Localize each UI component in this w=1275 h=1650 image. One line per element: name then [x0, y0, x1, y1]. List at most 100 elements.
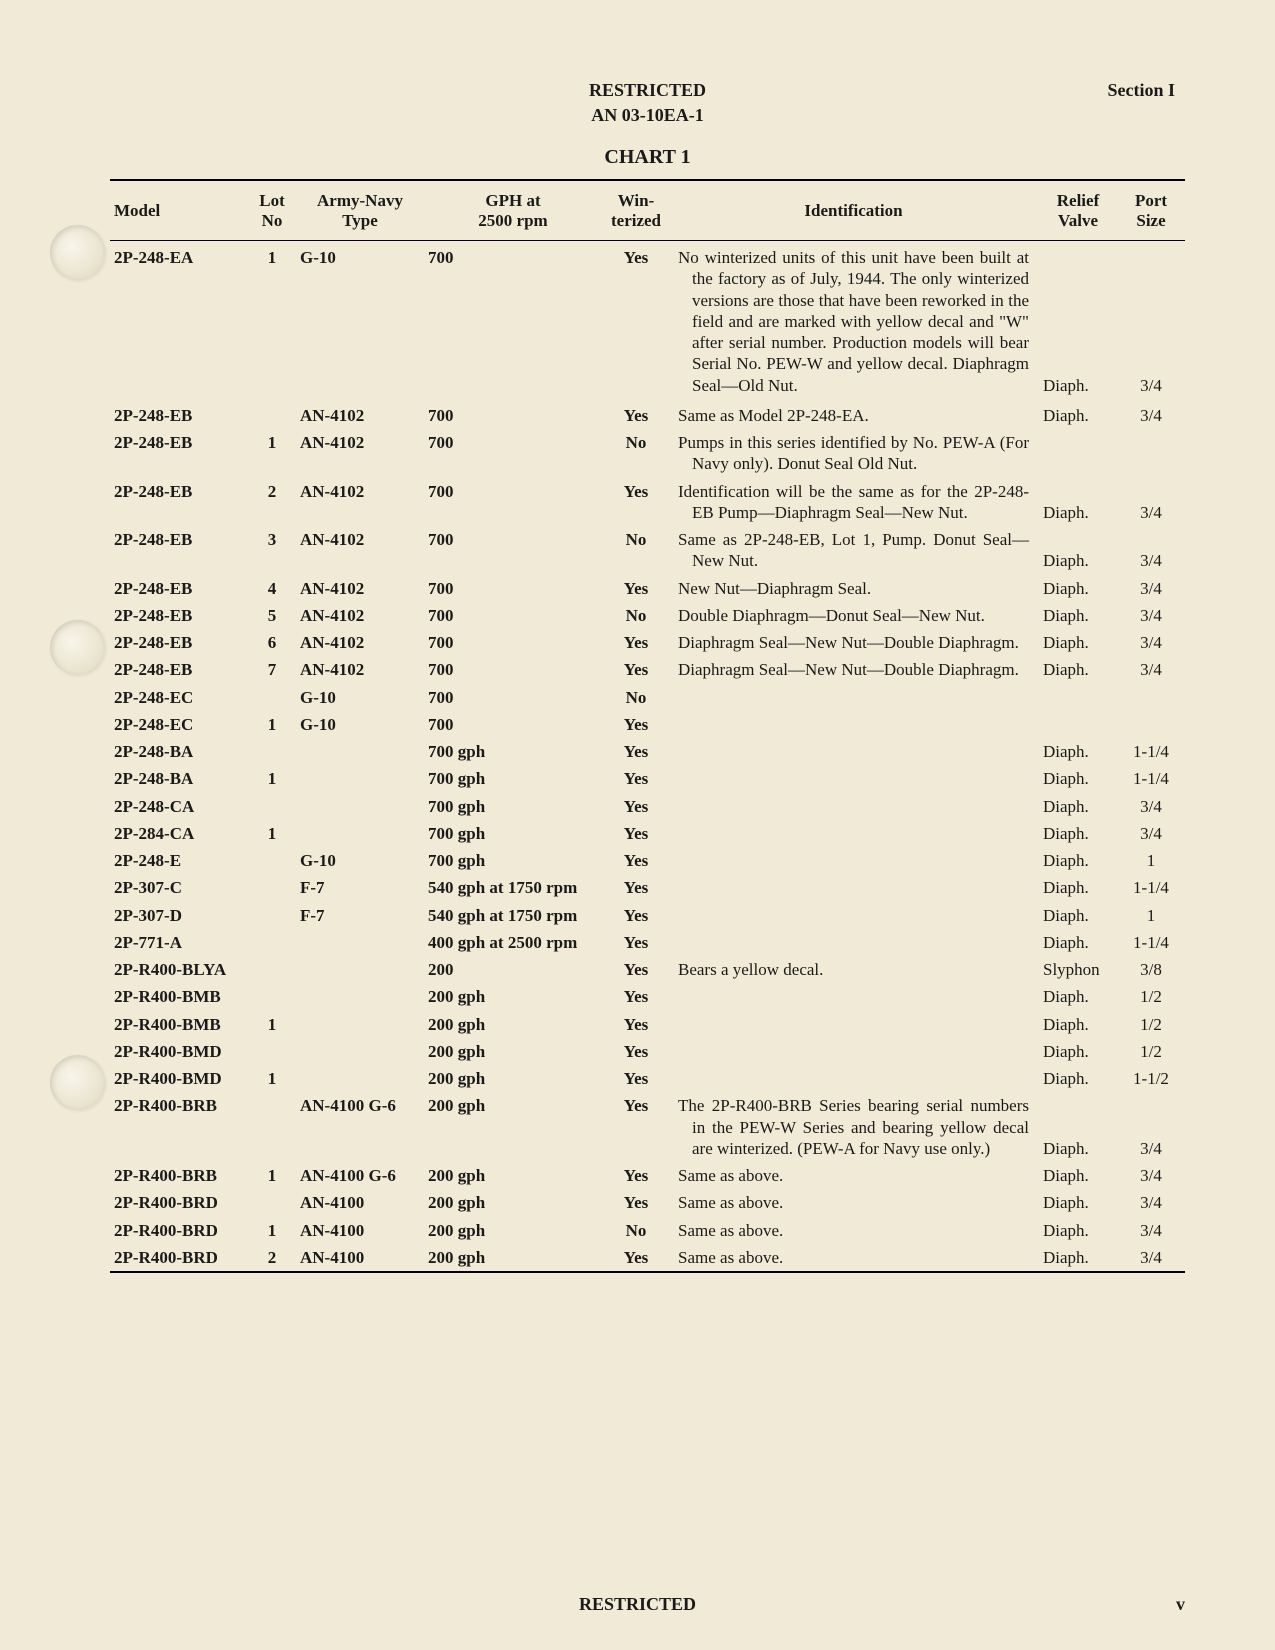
cell: Yes [602, 1011, 670, 1038]
table-row: 2P-284-CA1700 gphYesDiaph.3/4 [110, 820, 1185, 847]
cell-identification [670, 902, 1039, 929]
cell-identification [670, 847, 1039, 874]
cell: 1 [248, 1162, 296, 1189]
cell: 2P-R400-BRD [110, 1217, 248, 1244]
table-row: 2P-R400-BRDAN-4100200 gphYesSame as abov… [110, 1189, 1185, 1216]
cell: Yes [602, 656, 670, 683]
cell-identification: Same as 2P-248-EB, Lot 1, Pump. Donut Se… [670, 526, 1039, 575]
cell: 2P-R400-BRB [110, 1162, 248, 1189]
cell: 1 [248, 1217, 296, 1244]
table-row: 2P-307-CF-7540 gph at 1750 rpmYesDiaph.1… [110, 874, 1185, 901]
cell-relief: Diaph. [1039, 874, 1117, 901]
cell-port: 1/2 [1117, 1038, 1185, 1065]
cell: AN-4100 [296, 1244, 424, 1272]
cell: Yes [602, 983, 670, 1010]
table-row: 2P-R400-BRB1AN-4100 G-6200 gphYesSame as… [110, 1162, 1185, 1189]
cell: 700 [424, 602, 602, 629]
cell: 2P-248-EB [110, 656, 248, 683]
col-header-model: Model [110, 180, 248, 241]
cell: F-7 [296, 874, 424, 901]
cell [296, 738, 424, 765]
cell: 2P-248-EC [110, 684, 248, 711]
cell: AN-4102 [296, 602, 424, 629]
table-row: 2P-R400-BMD1200 gphYesDiaph.1-1/2 [110, 1065, 1185, 1092]
cell-relief: Diaph. [1039, 241, 1117, 402]
table-header-row: Model Lot No Army-Navy Type GPH at 2500 … [110, 180, 1185, 241]
cell-identification [670, 765, 1039, 792]
col-header-port: Port Size [1117, 180, 1185, 241]
table-row: 2P-248-EB6AN-4102700YesDiaphragm Seal—Ne… [110, 629, 1185, 656]
table-row: 2P-248-EB1AN-4102700NoPumps in this seri… [110, 429, 1185, 478]
cell: 200 gph [424, 1162, 602, 1189]
cell [248, 738, 296, 765]
cell-identification: Same as above. [670, 1162, 1039, 1189]
cell: 540 gph at 1750 rpm [424, 874, 602, 901]
cell: 700 [424, 684, 602, 711]
cell [248, 793, 296, 820]
header-row: RESTRICTED Section I [110, 80, 1185, 101]
restricted-footer: RESTRICTED [0, 1594, 1275, 1615]
cell: 2P-248-EA [110, 241, 248, 402]
cell: AN-4102 [296, 656, 424, 683]
cell: 2P-248-EB [110, 478, 248, 527]
cell-identification [670, 1011, 1039, 1038]
table-row: 2P-R400-BMB1200 gphYesDiaph.1/2 [110, 1011, 1185, 1038]
cell: 2P-R400-BLYA [110, 956, 248, 983]
cell: AN-4102 [296, 526, 424, 575]
cell: 700 gph [424, 847, 602, 874]
cell: 700 gph [424, 820, 602, 847]
restricted-header: RESTRICTED [589, 80, 706, 101]
cell: AN-4102 [296, 478, 424, 527]
cell: 1 [248, 765, 296, 792]
cell: 2 [248, 478, 296, 527]
cell [248, 874, 296, 901]
cell-identification: Diaphragm Seal—New Nut—Double Diaphragm. [670, 656, 1039, 683]
cell: 2P-284-CA [110, 820, 248, 847]
cell: AN-4100 [296, 1189, 424, 1216]
table-row: 2P-248-EB7AN-4102700YesDiaphragm Seal—Ne… [110, 656, 1185, 683]
table-row: 2P-R400-BRD2AN-4100200 gphYesSame as abo… [110, 1244, 1185, 1272]
cell: AN-4102 [296, 575, 424, 602]
cell [296, 956, 424, 983]
table-row: 2P-R400-BRD1AN-4100200 gphNoSame as abov… [110, 1217, 1185, 1244]
cell-relief: Diaph. [1039, 1092, 1117, 1162]
cell-relief: Diaph. [1039, 1244, 1117, 1272]
cell-port: 3/4 [1117, 1189, 1185, 1216]
cell: 200 gph [424, 1092, 602, 1162]
cell: 1 [248, 820, 296, 847]
cell: Yes [602, 241, 670, 402]
cell: 700 [424, 575, 602, 602]
cell: Yes [602, 874, 670, 901]
cell: Yes [602, 1092, 670, 1162]
cell: 700 [424, 526, 602, 575]
cell: 1 [248, 241, 296, 402]
cell: 2P-248-BA [110, 738, 248, 765]
cell: G-10 [296, 847, 424, 874]
cell: 4 [248, 575, 296, 602]
cell: 2P-R400-BRD [110, 1244, 248, 1272]
cell: 200 gph [424, 983, 602, 1010]
table-row: 2P-248-ECG-10700No [110, 684, 1185, 711]
col-header-type: Army-Navy Type [296, 180, 424, 241]
cell: 200 gph [424, 1038, 602, 1065]
cell-identification [670, 793, 1039, 820]
cell-port: 1-1/4 [1117, 765, 1185, 792]
cell: 2P-248-CA [110, 793, 248, 820]
cell-identification: Identification will be the same as for t… [670, 478, 1039, 527]
cell: 700 gph [424, 765, 602, 792]
cell: G-10 [296, 241, 424, 402]
cell-port: 3/4 [1117, 1217, 1185, 1244]
cell-port: 3/4 [1117, 1092, 1185, 1162]
cell-identification [670, 711, 1039, 738]
cell: 2P-248-EB [110, 429, 248, 478]
cell-port: 1 [1117, 902, 1185, 929]
cell: Yes [602, 738, 670, 765]
cell: 700 [424, 241, 602, 402]
cell: Yes [602, 793, 670, 820]
cell [248, 956, 296, 983]
cell-port: 1-1/4 [1117, 738, 1185, 765]
cell: Yes [602, 402, 670, 429]
cell: 1 [248, 1065, 296, 1092]
cell: 2P-248-EC [110, 711, 248, 738]
cell-identification [670, 983, 1039, 1010]
